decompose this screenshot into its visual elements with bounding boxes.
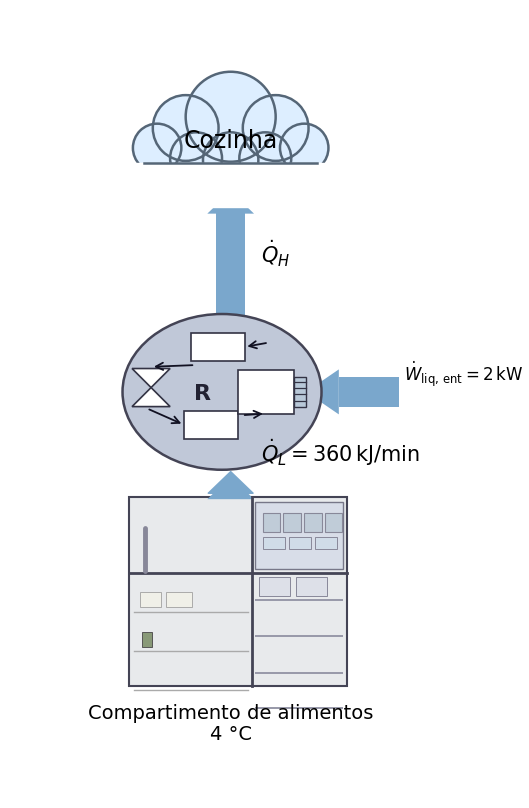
Bar — [296, 577, 327, 596]
Bar — [255, 635, 343, 637]
Bar — [131, 163, 330, 207]
Bar — [263, 513, 280, 532]
Bar — [339, 377, 399, 406]
Bar — [259, 577, 290, 596]
Bar — [216, 213, 245, 318]
Bar — [284, 513, 301, 532]
Bar — [289, 537, 311, 549]
Bar — [166, 592, 191, 608]
Bar — [263, 537, 285, 549]
Text: $\dot{Q}_H$: $\dot{Q}_H$ — [261, 238, 290, 268]
Bar — [130, 498, 348, 686]
Bar — [216, 490, 245, 499]
Bar — [216, 493, 245, 498]
Polygon shape — [207, 167, 254, 189]
Polygon shape — [207, 470, 254, 493]
Bar — [294, 377, 306, 406]
Bar — [191, 333, 244, 360]
Bar — [142, 632, 152, 647]
Bar — [304, 513, 322, 532]
Text: $\dot{Q}_L = 360\,\mathrm{kJ/min}$: $\dot{Q}_L = 360\,\mathrm{kJ/min}$ — [261, 437, 420, 468]
Bar — [131, 163, 330, 198]
Circle shape — [186, 72, 276, 162]
Circle shape — [243, 95, 308, 161]
Circle shape — [170, 133, 222, 184]
Bar — [315, 537, 337, 549]
Bar — [238, 370, 294, 414]
Polygon shape — [207, 477, 254, 499]
Circle shape — [133, 124, 181, 172]
Polygon shape — [132, 388, 170, 406]
Circle shape — [239, 133, 291, 184]
Circle shape — [203, 133, 258, 187]
Circle shape — [280, 124, 329, 172]
Bar — [216, 189, 245, 314]
Bar — [216, 491, 245, 494]
Text: R: R — [195, 384, 212, 404]
Text: Cozinha: Cozinha — [184, 129, 278, 153]
Bar — [140, 592, 161, 608]
Polygon shape — [207, 473, 254, 494]
Polygon shape — [207, 191, 254, 213]
Polygon shape — [132, 368, 170, 388]
Bar — [325, 513, 342, 532]
Polygon shape — [306, 369, 339, 415]
Bar — [184, 411, 238, 439]
Ellipse shape — [123, 314, 322, 469]
Bar — [255, 707, 343, 709]
Text: Compartimento de alimentos: Compartimento de alimentos — [88, 705, 373, 723]
Bar — [255, 502, 343, 569]
Text: $\dot{W}_{\mathrm{liq,\,ent}} = 2\,\mathrm{kW}$: $\dot{W}_{\mathrm{liq,\,ent}} = 2\,\math… — [404, 360, 523, 389]
Bar — [255, 599, 343, 600]
Circle shape — [153, 95, 218, 161]
Text: 4 °C: 4 °C — [209, 725, 252, 744]
Bar — [255, 672, 343, 674]
